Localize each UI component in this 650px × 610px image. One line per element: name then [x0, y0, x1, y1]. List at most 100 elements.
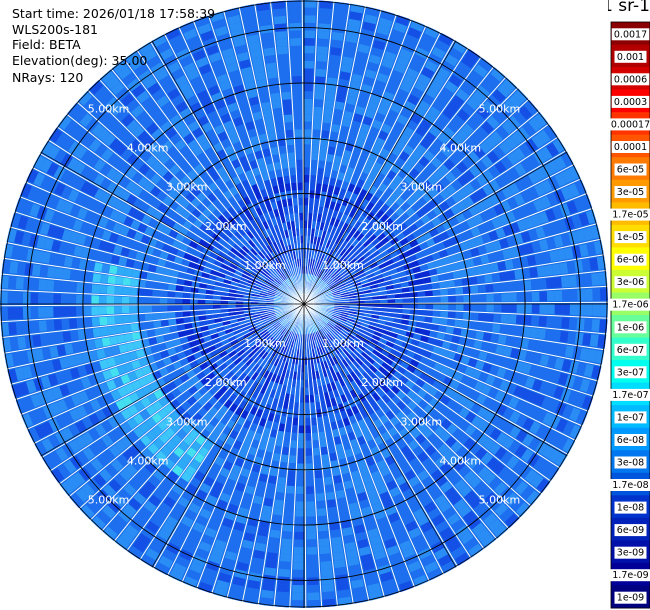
range-gate-cell	[229, 186, 239, 196]
range-gate-cell	[288, 277, 294, 285]
range-gate-cell	[444, 80, 458, 94]
range-gate-cell	[321, 317, 329, 323]
range-gate-cell	[211, 59, 224, 70]
range-gate-cell	[453, 372, 464, 382]
range-gate-cell	[357, 366, 365, 375]
range-gate-cell	[61, 229, 72, 242]
range-gate-cell	[361, 425, 370, 436]
range-gate-cell	[434, 339, 444, 347]
range-gate-cell	[167, 61, 181, 74]
range-gate-cell	[99, 284, 108, 294]
range-gate-cell	[403, 355, 413, 364]
range-gate-cell	[277, 314, 285, 320]
ray-gap-line	[303, 87, 519, 305]
range-gate-cell	[99, 468, 112, 482]
range-gate-cell	[389, 375, 399, 385]
range-gate-cell	[324, 256, 331, 265]
range-gate-cell	[443, 158, 455, 171]
range-gate-cell	[249, 160, 258, 170]
range-gate-cell	[364, 269, 374, 276]
range-gate-cell	[270, 318, 278, 323]
range-gate-cell	[277, 430, 284, 440]
range-gate-cell	[317, 362, 322, 371]
range-gate-cell	[267, 355, 274, 364]
range-gate-cell	[279, 352, 285, 361]
range-gate-cell	[324, 275, 331, 283]
range-gate-cell	[323, 360, 329, 369]
range-gate-cell	[221, 138, 232, 149]
range-gate-cell	[315, 277, 321, 285]
range-gate-cell	[338, 238, 345, 247]
range-gate-cell	[539, 146, 553, 161]
range-gate-cell	[452, 428, 464, 440]
range-gate-cell	[325, 324, 333, 331]
range-gate-cell	[374, 112, 386, 123]
range-gate-cell	[456, 232, 467, 243]
range-gate-cell	[132, 125, 145, 138]
range-gate-cell	[138, 376, 149, 387]
range-gate-cell	[439, 281, 448, 289]
range-gate-cell	[260, 512, 271, 522]
range-gate-cell	[359, 188, 368, 198]
range-gate-cell	[341, 261, 349, 268]
range-gate-cell	[200, 30, 214, 42]
range-gate-cell	[275, 31, 287, 40]
range-gate-cell	[420, 439, 432, 451]
range-gate-cell	[277, 576, 290, 585]
range-gate-cell	[310, 182, 316, 191]
range-gate-cell	[268, 537, 280, 546]
range-gate-cell	[169, 399, 180, 410]
range-gate-cell	[304, 250, 307, 259]
range-gate-cell	[298, 205, 303, 213]
range-gate-cell	[471, 294, 479, 303]
range-gate-cell	[399, 481, 411, 493]
range-gate-cell	[112, 123, 125, 137]
range-gate-cell	[438, 164, 450, 176]
range-gate-cell	[313, 455, 321, 464]
range-gate-cell	[161, 101, 174, 114]
range-gate-cell	[328, 62, 340, 71]
range-gate-cell	[208, 553, 222, 565]
range-gate-cell	[495, 175, 507, 188]
range-gate-cell	[386, 43, 400, 55]
range-gate-cell	[150, 345, 160, 354]
range-gate-cell	[198, 288, 207, 294]
range-gate-cell	[86, 169, 99, 183]
range-gate-cell	[219, 385, 228, 395]
range-gate-cell	[220, 263, 230, 270]
range-gate-cell	[95, 251, 106, 262]
ray-gap-line	[303, 303, 472, 559]
ray-gap-line	[126, 303, 305, 552]
range-gate-cell	[319, 145, 328, 154]
range-gate-cell	[332, 24, 345, 34]
range-gate-cell	[205, 423, 215, 434]
ray-gap-line	[211, 303, 305, 594]
range-gate-cell	[223, 389, 233, 399]
range-gate-cell	[452, 115, 465, 128]
range-gate-cell	[144, 305, 153, 313]
range-gate-cell	[427, 568, 442, 581]
range-gate-cell	[227, 102, 239, 113]
range-gate-cell	[106, 182, 118, 194]
range-gate-cell	[278, 274, 285, 282]
range-gate-cell	[350, 192, 358, 202]
range-gate-cell	[366, 345, 375, 353]
range-gate-cell	[108, 479, 122, 493]
range-gate-cell	[491, 217, 502, 229]
range-gate-cell	[547, 356, 557, 368]
range-gate-cell	[341, 213, 348, 223]
range-gate-cell	[459, 531, 474, 545]
range-gate-cell	[440, 418, 452, 430]
range-gate-cell	[307, 577, 319, 586]
range-gate-cell	[412, 394, 423, 405]
range-gate-cell	[545, 208, 556, 222]
range-gate-cell	[415, 541, 429, 553]
range-gate-cell	[533, 457, 547, 471]
range-gate-cell	[39, 158, 53, 173]
range-gate-cell	[473, 146, 486, 159]
range-gate-cell	[244, 145, 253, 155]
range-gate-cell	[11, 384, 23, 398]
range-gate-cell	[258, 17, 272, 27]
colorbar-tick-label: 0.0006	[614, 74, 647, 85]
range-gate-cell	[181, 259, 190, 267]
